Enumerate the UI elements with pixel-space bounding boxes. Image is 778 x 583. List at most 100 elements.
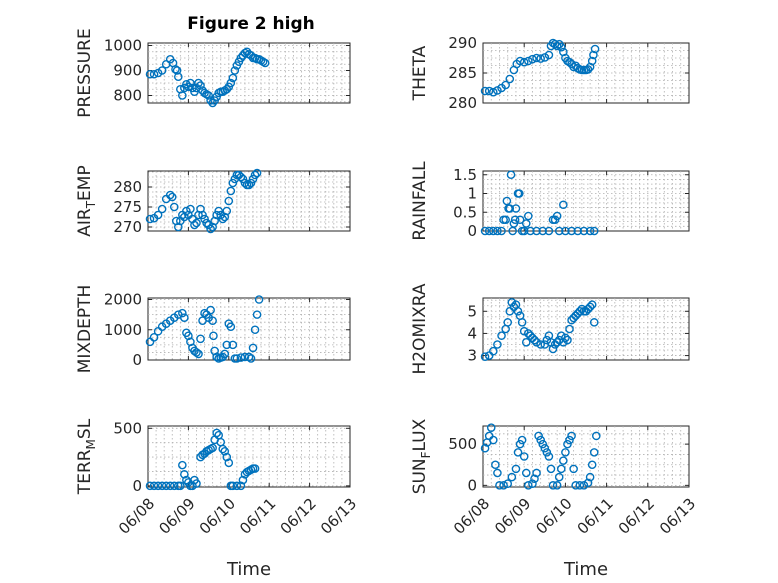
data-point [167,192,177,202]
data-point [244,352,254,362]
data-point [165,190,175,200]
y-axis-label-suffix: SL [75,418,95,439]
data-point [575,306,585,316]
data-point [224,458,234,468]
data-point [200,214,209,224]
y-axis-label: THETA [410,45,430,101]
data-point [514,189,524,198]
data-point [192,348,201,357]
y-tick-label: 0 [467,476,477,494]
data-point [592,431,601,441]
data-point [240,178,250,188]
y-axis-label: RAINFALL [410,161,430,241]
data-point [218,214,228,224]
data-point [214,206,223,216]
plot-area [147,425,351,488]
data-point [559,337,568,347]
y-axis-label-subscript: M [84,439,98,449]
data-point [484,86,494,96]
data-point [178,91,187,100]
data-point [536,435,545,445]
data-point [161,481,171,491]
data-point [206,224,215,234]
data-point [585,226,595,236]
y-tick-label: 1000 [104,37,142,55]
data-point [495,481,504,490]
data-point [587,300,597,309]
data-point [486,423,496,432]
y-axis-label-main: MIXDEPTH [75,285,95,374]
y-tick-label: 3 [467,347,477,365]
data-point [157,204,167,214]
data-point [157,66,167,75]
data-point [567,226,576,236]
data-point [149,333,159,342]
subplot-4: 00.511.5 RAINFALL [410,161,690,241]
data-point [524,56,533,66]
data-point [583,65,593,74]
data-point [513,306,523,316]
data-point [194,78,203,88]
data-point [212,210,221,220]
y-tick-label: 5 [467,302,477,320]
data-point [583,478,593,488]
data-point [589,318,599,327]
data-point [511,204,521,213]
subplot-2: 280 285 290 THETA [410,34,690,112]
data-point [577,304,587,314]
data-point [182,206,191,216]
y-tick-label: 800 [113,87,142,105]
data-point [503,479,513,489]
y-tick-label: 1.5 [453,166,477,184]
data-point [507,472,517,482]
data-point [579,226,589,236]
data-point [252,168,262,178]
data-point [224,196,234,206]
y-tick-label: 900 [113,62,142,80]
y-axis-label-main: RAINFALL [410,161,430,241]
data-point [186,78,195,88]
data-point [559,200,568,210]
y-tick-label: 0 [132,477,142,495]
y-axis-label-suffix: EMP [75,165,95,201]
data-point [226,322,236,332]
data-point [222,452,232,462]
data-point [552,211,562,221]
figure-title: Figure 2 high [187,14,315,34]
data-point [488,226,498,236]
data-point [561,226,570,236]
data-point [182,79,191,89]
data-point [190,220,199,230]
data-point [145,214,155,224]
data-point [165,481,175,491]
data-point [206,305,215,315]
data-point [505,204,515,213]
data-point [250,170,260,180]
data-point [216,210,226,220]
data-point [232,354,242,363]
data-point [480,443,490,453]
data-point [250,325,260,335]
data-point [246,354,256,363]
data-point [206,96,215,105]
data-point [149,481,159,491]
data-point [171,64,180,74]
data-point [521,219,531,228]
y-axis-label: PRESSURE [75,28,95,117]
data-point [515,215,525,225]
data-point [544,50,554,60]
y-axis-label: TERRMSL [75,418,98,495]
y-axis-label-subscript: T [84,200,98,209]
data-point [506,170,516,180]
y-tick-label: 500 [113,419,142,437]
data-point [561,333,570,343]
data-point [517,435,527,445]
data-point [534,431,543,441]
data-point [501,215,510,225]
y-tick-label: 285 [448,64,477,82]
data-point [585,472,595,482]
data-point [493,226,502,236]
data-point [521,337,531,347]
y-axis-label: AIRTEMP [75,165,98,236]
